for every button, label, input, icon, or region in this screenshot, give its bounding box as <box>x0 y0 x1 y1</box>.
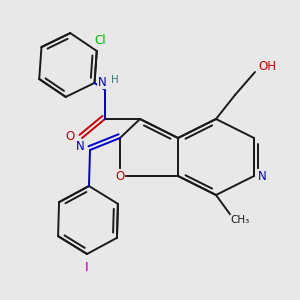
Text: N: N <box>258 169 266 182</box>
Text: H: H <box>111 75 119 85</box>
Text: I: I <box>85 262 89 275</box>
Text: CH₃: CH₃ <box>230 215 250 225</box>
Text: Cl: Cl <box>94 34 106 47</box>
Text: O: O <box>116 169 124 182</box>
Text: N: N <box>76 140 84 154</box>
Text: N: N <box>98 76 106 88</box>
Text: OH: OH <box>258 61 276 74</box>
Text: O: O <box>65 130 75 142</box>
